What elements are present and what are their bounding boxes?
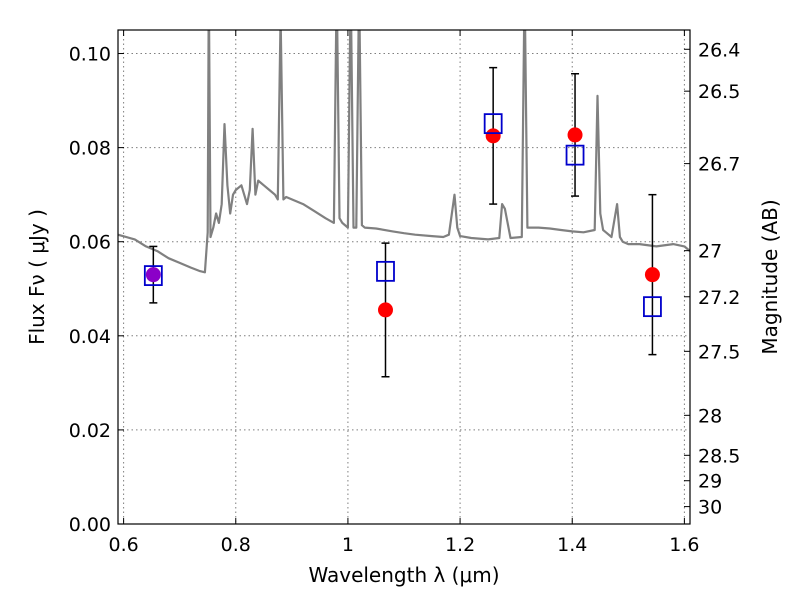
synthetic-square xyxy=(143,265,163,286)
plot-frame xyxy=(117,29,691,525)
x-tick-label: 1 xyxy=(342,534,354,556)
x-axis-label: Wavelength λ (μm) xyxy=(308,563,499,587)
y-axis-right-label: Magnitude (AB) xyxy=(758,199,782,354)
y-tick-label: 0.08 xyxy=(69,138,111,160)
x-tick-label: 1.6 xyxy=(669,534,699,556)
error-bars-layer xyxy=(149,66,657,378)
mag-tick-label: 28.5 xyxy=(698,445,740,467)
y-tick-label: 0.02 xyxy=(69,420,111,442)
observed-point xyxy=(377,302,393,318)
y-axis-label: Flux Fν ( μJy ) xyxy=(25,209,49,345)
synthetic-square xyxy=(376,260,395,282)
model-spectrum-layer xyxy=(118,30,690,274)
observed-point xyxy=(485,128,501,144)
observed-points-layer xyxy=(145,127,660,318)
y-tick-label: 0.06 xyxy=(69,232,111,254)
observed-point xyxy=(567,127,583,143)
observed-point xyxy=(145,267,161,283)
x-tick-label: 1.2 xyxy=(445,534,475,556)
grid-lines xyxy=(118,30,690,524)
mag-tick-label: 26.5 xyxy=(698,81,740,103)
x-tick-label: 1.4 xyxy=(557,534,587,556)
synthetic-square xyxy=(483,113,503,135)
synthetic-square xyxy=(565,144,585,166)
x-tick-label: 0.8 xyxy=(221,534,251,556)
y-tick-label: 0.04 xyxy=(69,326,111,348)
mag-tick-label: 28 xyxy=(698,405,722,427)
y-tick-label: 0.10 xyxy=(69,44,111,66)
model-spectrum-line xyxy=(118,30,690,274)
synthetic-squares-layer xyxy=(143,113,662,318)
mag-tick-label: 26.4 xyxy=(698,39,740,61)
mag-tick-label: 26.7 xyxy=(698,154,740,176)
mag-tick-label: 27 xyxy=(698,241,722,263)
x-tick-label: 0.6 xyxy=(108,534,138,556)
observed-point xyxy=(644,267,660,283)
synthetic-square xyxy=(643,296,662,318)
mag-tick-label: 30 xyxy=(698,497,722,519)
axis-ticks: 0.6 0.8 1 1.2 1.4 1.6 0.00 0.02 0.04 0.06 0.08 0.10… xyxy=(69,30,740,556)
mag-tick-label: 27.5 xyxy=(698,341,740,363)
mag-tick-label: 27.2 xyxy=(698,287,740,309)
mag-tick-label: 29 xyxy=(698,471,722,493)
y-tick-label: 0.00 xyxy=(69,514,111,536)
